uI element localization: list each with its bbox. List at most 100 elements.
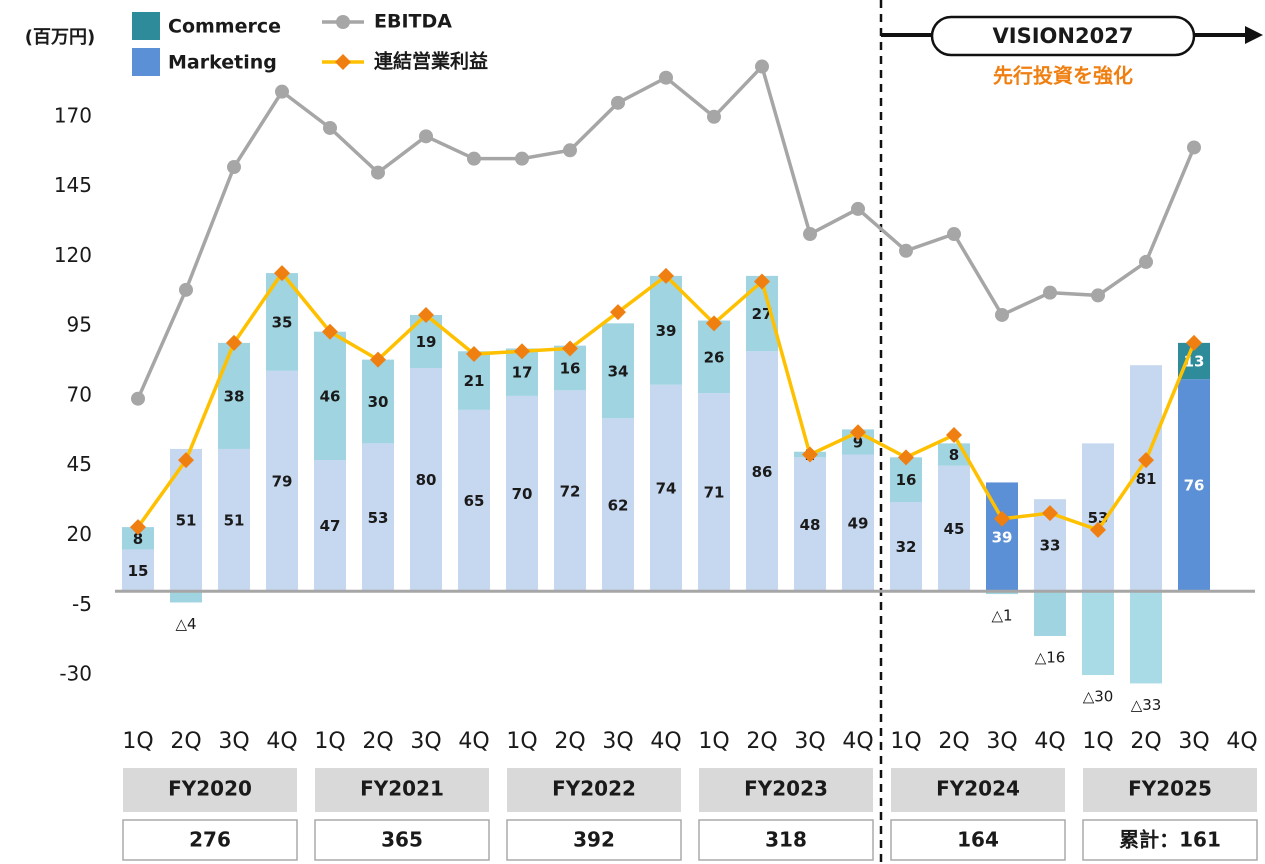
x-tick-label: 4Q (458, 729, 489, 754)
group-total: 276 (189, 828, 231, 852)
x-tick-label: 1Q (122, 729, 153, 754)
bar (1130, 591, 1162, 684)
marker (131, 391, 145, 406)
marker (802, 446, 818, 463)
bar (1178, 379, 1210, 592)
marker (1042, 505, 1058, 522)
x-tick-label: 1Q (1082, 729, 1113, 754)
x-tick-label: 4Q (266, 729, 297, 754)
bar (458, 409, 490, 592)
marker (130, 519, 146, 536)
legend-marker (336, 15, 350, 29)
marker (755, 59, 769, 74)
legend-swatch (132, 48, 160, 76)
data-label: 8 (949, 446, 959, 464)
marker (706, 315, 722, 332)
data-label: 30 (368, 393, 389, 411)
data-label: △33 (1131, 696, 1162, 714)
group-box (1083, 768, 1257, 812)
total-box (122, 819, 298, 861)
marker (322, 323, 338, 340)
data-label: 15 (128, 562, 149, 580)
data-label: 8 (133, 530, 143, 548)
data-label: △16 (1035, 648, 1066, 666)
data-label: 86 (752, 463, 773, 481)
x-tick-label: 1Q (314, 729, 345, 754)
vision-box (930, 15, 1196, 57)
marker (658, 267, 674, 284)
group-total: 318 (765, 828, 807, 852)
bar (314, 331, 346, 461)
bar (746, 351, 778, 592)
y-tick-label: 120 (54, 243, 92, 267)
marker (514, 343, 530, 360)
data-label: 16 (896, 471, 917, 489)
data-label: 39 (656, 322, 677, 340)
marker (419, 129, 433, 144)
y-tick-label: 20 (67, 522, 92, 546)
data-label: 27 (752, 305, 773, 323)
bar (554, 390, 586, 592)
data-label: 19 (416, 333, 437, 351)
marker (898, 449, 914, 466)
marker (851, 201, 865, 216)
marker (899, 243, 913, 258)
data-label: 17 (512, 364, 533, 382)
x-tick-label: 1Q (506, 729, 537, 754)
data-label: 49 (848, 514, 869, 532)
x-tick-label: 4Q (1226, 729, 1257, 754)
marker (1138, 452, 1154, 469)
marker (850, 424, 866, 441)
x-tick-label: 2Q (938, 729, 969, 754)
bar (122, 549, 154, 592)
group-box (507, 768, 681, 812)
data-label: 33 (1040, 537, 1061, 555)
bar (218, 342, 250, 449)
data-label: 65 (464, 492, 485, 510)
bar (170, 591, 202, 603)
group-label: FY2020 (168, 777, 252, 801)
group-total: 392 (573, 828, 615, 852)
bar (410, 368, 442, 592)
marker (515, 151, 529, 166)
marker (1043, 285, 1057, 300)
marker (467, 151, 481, 166)
marker (563, 143, 577, 158)
marker (659, 70, 673, 85)
x-tick-label: 4Q (842, 729, 873, 754)
legend-label: Marketing (168, 52, 277, 74)
bar (938, 465, 970, 592)
data-label: △30 (1083, 688, 1114, 706)
x-tick-label: 2Q (1130, 729, 1161, 754)
data-label: 34 (608, 362, 629, 380)
x-tick-label: 2Q (746, 729, 777, 754)
group-label: FY2025 (1128, 777, 1212, 801)
group-total: 累計：161 (1119, 828, 1221, 852)
legend-label: EBITDA (374, 11, 452, 33)
bar (1082, 591, 1114, 676)
y-tick-label: 95 (67, 313, 92, 337)
group-total: 365 (381, 828, 423, 852)
y-tick-label: 45 (67, 452, 92, 476)
group-box (315, 768, 489, 812)
data-label: 47 (320, 517, 341, 535)
vision-subtitle: 先行投資を強化 (993, 64, 1133, 88)
data-label: 38 (224, 387, 245, 405)
marker (994, 510, 1010, 527)
data-label: 45 (944, 520, 965, 538)
y-tick-label: -5 (72, 592, 92, 616)
group-box (699, 768, 873, 812)
data-label: △4 (175, 615, 196, 633)
bar (362, 359, 394, 444)
marker (610, 304, 626, 321)
data-label: 70 (512, 485, 533, 503)
vision-title: VISION2027 (993, 24, 1134, 48)
data-label: 35 (272, 313, 293, 331)
unit-label: (百万円) (25, 27, 95, 48)
total-box (890, 819, 1066, 861)
x-tick-label: 2Q (554, 729, 585, 754)
marker (754, 273, 770, 290)
bar (266, 370, 298, 592)
bar (650, 275, 682, 385)
